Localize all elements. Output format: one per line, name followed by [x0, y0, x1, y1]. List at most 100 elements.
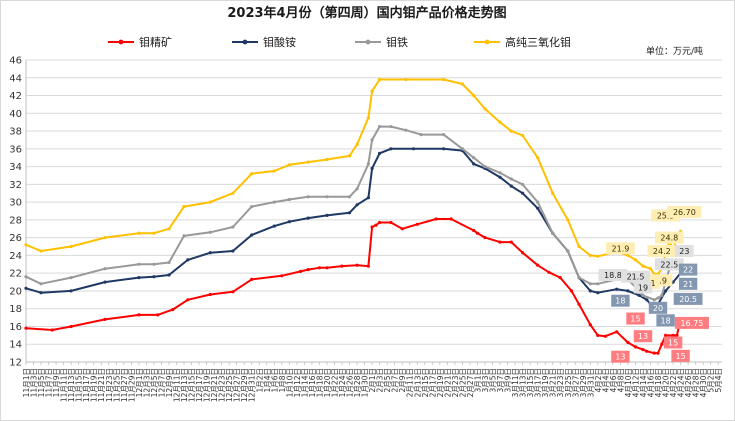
data-label-box — [633, 330, 653, 343]
data-point — [645, 298, 649, 302]
data-point — [50, 328, 54, 332]
x-tick-label: 12月27日 — [233, 368, 242, 402]
data-point — [287, 163, 291, 167]
data-label: 19 — [633, 281, 653, 294]
data-point — [69, 324, 73, 329]
x-tick-label: 12月15日 — [188, 368, 197, 402]
y-tick-label: 34 — [9, 162, 22, 173]
data-point — [325, 195, 329, 199]
x-tick-label: 11月27日 — [120, 368, 129, 402]
data-label-text: 15 — [676, 352, 686, 361]
data-label: 22.5 — [654, 258, 684, 271]
data-label-box — [667, 205, 702, 218]
x-tick-label: 2月17日 — [428, 368, 437, 397]
data-point — [558, 276, 562, 280]
data-point — [69, 289, 73, 293]
x-tick-label: 3月23日 — [556, 368, 565, 397]
data-point — [498, 120, 502, 124]
data-point — [660, 293, 664, 297]
data-label: 13 — [611, 350, 630, 363]
data-point — [370, 138, 374, 142]
data-point — [509, 129, 513, 133]
x-tick-label: 3月7日 — [496, 368, 505, 393]
data-label: 22 — [678, 263, 698, 276]
data-point — [272, 169, 276, 173]
data-point — [389, 147, 393, 151]
grid — [25, 59, 722, 363]
data-point — [411, 147, 416, 151]
x-tick-label: 11月11日 — [60, 368, 69, 402]
y-tick-label: 38 — [9, 127, 22, 138]
data-point — [272, 200, 276, 204]
data-label-text: 21.5 — [627, 273, 645, 282]
data-point — [483, 165, 487, 169]
y-tick-label: 22 — [9, 269, 22, 280]
x-tick-label: 12月23日 — [218, 368, 227, 402]
x-tick-label: 12月7日 — [157, 368, 166, 397]
x-tick-label: 4月28日 — [692, 368, 701, 397]
data-point — [39, 291, 43, 295]
data-point — [378, 151, 382, 155]
data-point — [378, 77, 382, 82]
data-point — [498, 240, 502, 244]
data-label-box — [674, 316, 709, 329]
data-point — [325, 213, 329, 217]
y-tick-label: 46 — [9, 56, 22, 67]
data-point — [577, 244, 581, 249]
x-tick-label: 2月1日 — [368, 368, 377, 393]
x-tick-label: 12月1日 — [135, 368, 144, 397]
data-point — [404, 77, 408, 82]
x-tick-label: 5月2日 — [707, 368, 716, 393]
data-point — [137, 231, 141, 235]
data-label-text: 13 — [615, 353, 625, 362]
data-label: 18 — [656, 314, 675, 327]
data-point — [208, 200, 212, 204]
x-tick-label: 2月3日 — [376, 368, 385, 393]
data-label-text: 18.8 — [604, 271, 622, 280]
y-tick-label: 14 — [9, 340, 22, 351]
x-tick-label: 1月12日 — [293, 368, 302, 397]
x-tick-label: 12月31日 — [248, 368, 257, 402]
x-tick-label: 1月30日 — [361, 368, 370, 397]
data-label: 18 — [611, 294, 630, 307]
x-tick-label: 2月23日 — [451, 368, 460, 397]
data-point — [419, 133, 423, 137]
x-tick-label: 3月1日 — [473, 368, 482, 393]
data-label: 24.8 — [654, 231, 684, 244]
data-label: 15 — [671, 349, 690, 362]
data-point — [615, 287, 619, 291]
legend-label: 钼酸铵 — [263, 35, 296, 49]
data-label-box — [633, 281, 653, 294]
data-point — [103, 267, 107, 271]
data-point — [415, 222, 419, 226]
x-tick-label: 1月28日 — [353, 368, 362, 397]
data-point — [521, 133, 525, 138]
x-tick-label: 11月19日 — [90, 368, 99, 402]
data-point — [366, 196, 370, 200]
data-point — [472, 156, 476, 160]
data-point — [547, 270, 551, 274]
data-label-box — [611, 294, 630, 307]
x-tick-label: 5月4日 — [714, 368, 723, 393]
data-point — [596, 254, 600, 258]
data-point — [182, 234, 186, 238]
data-point — [633, 258, 638, 262]
x-tick-label: 2月19日 — [436, 368, 445, 397]
data-point — [208, 251, 212, 255]
x-tick-label: 12月5日 — [150, 368, 159, 397]
x-tick-label: 4月24日 — [677, 368, 686, 397]
data-point — [472, 93, 476, 98]
data-point — [389, 220, 393, 225]
x-tick-label: 4月16日 — [647, 368, 656, 397]
data-point — [69, 276, 73, 280]
data-point — [509, 240, 513, 244]
data-point — [588, 289, 592, 293]
data-point — [656, 296, 660, 300]
x-tick-label: 12月21日 — [210, 368, 219, 402]
data-point — [472, 228, 476, 233]
y-tick-label: 42 — [9, 91, 22, 102]
data-point — [536, 263, 540, 267]
data-point — [566, 218, 570, 222]
x-tick-label: 11月21日 — [97, 368, 106, 402]
